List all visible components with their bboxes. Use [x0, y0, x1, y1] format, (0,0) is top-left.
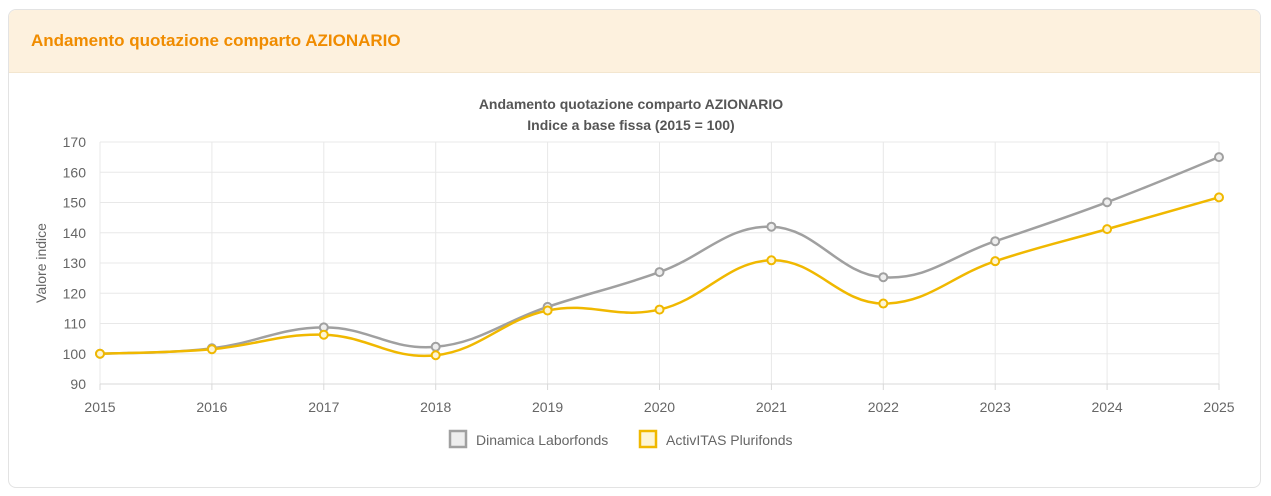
data-point[interactable]: [766, 255, 777, 266]
data-point[interactable]: [990, 256, 1001, 267]
x-tick-label: 2021: [756, 399, 787, 415]
legend-item-1[interactable]: ActivITAS Plurifonds: [638, 429, 793, 449]
y-tick-label: 120: [63, 285, 87, 301]
data-point[interactable]: [654, 304, 665, 315]
x-tick-label: 2016: [196, 399, 227, 415]
data-point[interactable]: [1214, 152, 1224, 163]
data-point[interactable]: [206, 344, 217, 355]
legend-swatch: [638, 429, 658, 449]
x-tick-label: 2023: [980, 399, 1011, 415]
y-tick-label: 130: [63, 255, 87, 271]
y-tick-label: 170: [63, 134, 87, 150]
legend: Dinamica Laborfonds ActivITAS Plurifonds: [448, 429, 793, 449]
x-tick-label: 2017: [308, 399, 339, 415]
data-point[interactable]: [878, 298, 889, 309]
grid-lines: [99, 141, 1220, 390]
chart-title: Andamento quotazione comparto AZIONARIO: [479, 96, 783, 112]
legend-item-0[interactable]: Dinamica Laborfonds: [448, 429, 608, 449]
chart-subtitle: Indice a base fissa (2015 = 100): [527, 117, 734, 133]
chart-card: Andamento quotazione comparto AZIONARIO: [8, 9, 1261, 488]
data-point[interactable]: [542, 305, 553, 316]
card-title: Andamento quotazione comparto AZIONARIO: [31, 31, 401, 50]
x-tick-label: 2015: [84, 399, 115, 415]
data-point[interactable]: [990, 236, 1001, 247]
data-point[interactable]: [878, 272, 889, 283]
legend-swatch: [448, 429, 468, 449]
series-points: [95, 152, 1224, 361]
legend-label: Dinamica Laborfonds: [476, 432, 608, 448]
x-tick-label: 2025: [1203, 399, 1234, 415]
card-header: Andamento quotazione comparto AZIONARIO: [9, 10, 1260, 73]
x-axis-ticks: 2015 2016 2017 2018 2019 2020 2021 2022 2023 2024…: [84, 399, 1234, 415]
y-tick-label: 110: [64, 316, 87, 332]
y-axis-label: Valore indice: [33, 223, 49, 303]
y-tick-label: 150: [63, 195, 87, 211]
y-tick-label: 90: [70, 376, 86, 392]
data-point[interactable]: [95, 348, 105, 359]
data-point[interactable]: [430, 350, 441, 361]
data-point[interactable]: [318, 329, 329, 340]
x-tick-label: 2018: [420, 399, 451, 415]
x-tick-label: 2022: [868, 399, 899, 415]
x-tick-label: 2020: [644, 399, 675, 415]
data-point[interactable]: [1102, 197, 1113, 208]
data-point[interactable]: [1102, 224, 1113, 235]
data-point[interactable]: [430, 341, 441, 352]
data-point[interactable]: [654, 267, 665, 278]
y-tick-label: 160: [63, 164, 87, 180]
x-tick-label: 2019: [532, 399, 563, 415]
y-tick-label: 140: [63, 225, 87, 241]
legend-label: ActivITAS Plurifonds: [666, 432, 793, 448]
data-point[interactable]: [1214, 192, 1224, 203]
y-tick-label: 100: [63, 346, 87, 362]
x-tick-label: 2024: [1092, 399, 1123, 415]
y-axis-ticks: 90 100 110 120 130 140 150 160 170: [63, 134, 87, 392]
data-point[interactable]: [766, 221, 777, 232]
